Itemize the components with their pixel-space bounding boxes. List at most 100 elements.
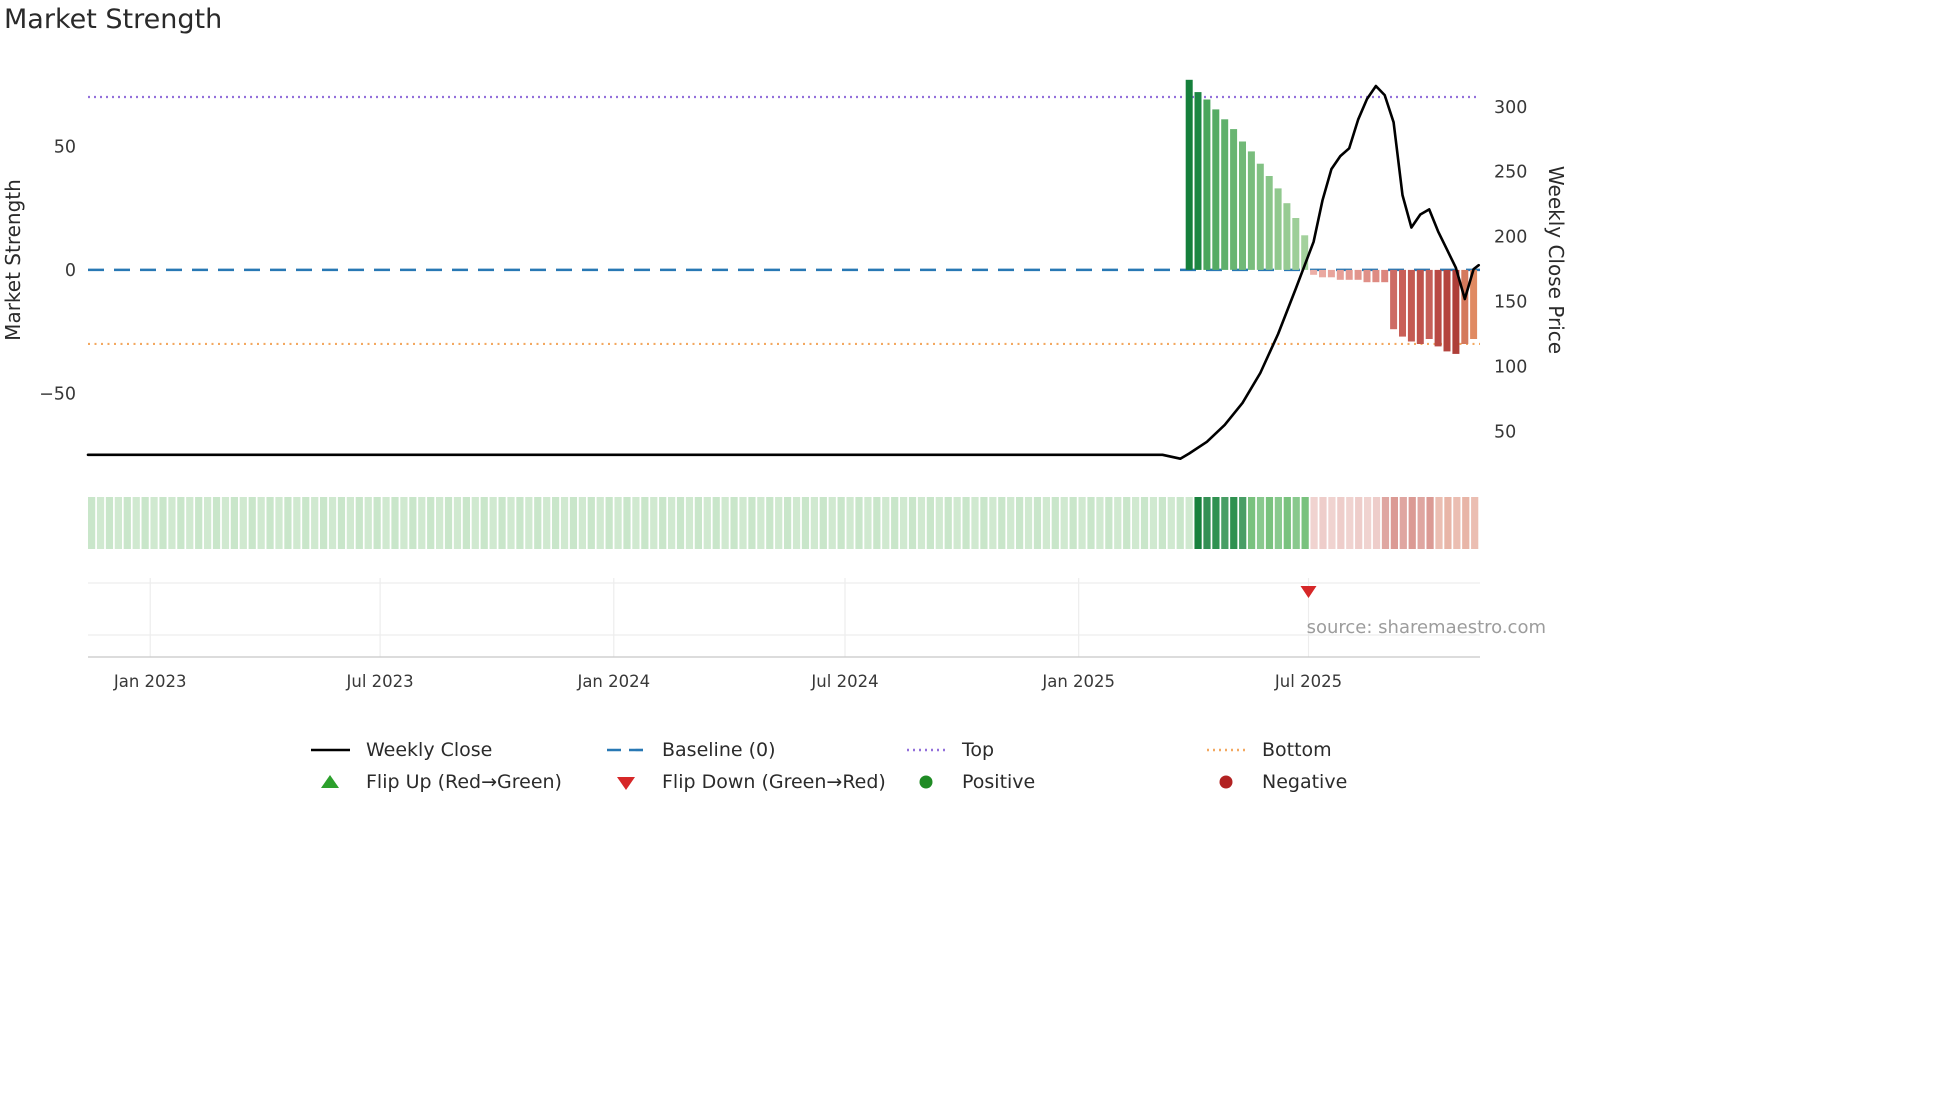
regime-cell (507, 497, 515, 549)
source-credit: source: sharemaestro.com (1307, 617, 1546, 638)
strength-bar (1434, 269, 1442, 347)
regime-cell (784, 497, 792, 549)
regime-cell (1176, 497, 1184, 549)
regime-cell (998, 497, 1006, 549)
regime-cell (1274, 497, 1282, 549)
regime-cell (614, 497, 622, 549)
regime-cell (204, 497, 212, 549)
regime-cell (1051, 497, 1059, 549)
regime-cell (1203, 497, 1211, 549)
regime-cell (159, 497, 167, 549)
regime-cell (846, 497, 854, 549)
regime-cell (1060, 497, 1068, 549)
left-tick-label: 0 (65, 261, 76, 281)
regime-cell (436, 497, 444, 549)
legend-item: Flip Down (Green→Red) (604, 768, 904, 796)
regime-cell (498, 497, 506, 549)
x-tick-label: Jan 2024 (576, 672, 650, 691)
legend-label: Flip Up (Red→Green) (366, 771, 562, 793)
regime-cell (855, 497, 863, 549)
regime-cell (1453, 497, 1461, 549)
right-tick-label: 250 (1494, 163, 1527, 183)
legend-item: Weekly Close (308, 736, 604, 764)
regime-cell (311, 497, 319, 549)
chart-canvas: 50 0 −50 300 250 200 150 100 50 Market Strength We… (1, 79, 1568, 691)
regime-cell (1408, 497, 1416, 549)
regime-cell (489, 497, 497, 549)
regime-cell (284, 497, 292, 549)
x-tick-label: Jul 2025 (1274, 672, 1342, 691)
regime-cell (212, 497, 221, 549)
strength-bar (1363, 269, 1371, 283)
regime-cell (775, 497, 783, 549)
regime-cell (632, 497, 640, 549)
regime-cell (1310, 497, 1318, 549)
strength-bar (1372, 269, 1380, 283)
regime-cell (1355, 497, 1363, 549)
strength-bar (1283, 203, 1291, 270)
regime-cell (105, 497, 114, 549)
strength-bar (1212, 109, 1220, 270)
strength-bar (1221, 119, 1229, 270)
strength-bar (1381, 269, 1389, 283)
regime-cell (882, 497, 890, 549)
strength-bar (1256, 163, 1264, 270)
regime-cell (373, 497, 381, 549)
strength-bar (1470, 269, 1478, 339)
regime-cell (766, 497, 774, 549)
legend-item: Flip Up (Red→Green) (308, 768, 604, 796)
regime-cell (409, 497, 417, 549)
regime-cell (837, 497, 845, 549)
baseline-dashed-line-icon (607, 748, 646, 752)
strength-bar (1247, 151, 1255, 270)
regime-cell (337, 497, 346, 549)
regime-cell (427, 497, 435, 549)
strength-bar (1301, 235, 1309, 270)
regime-cell (641, 497, 649, 549)
legend-item: Bottom (1204, 736, 1504, 764)
regime-cell (1248, 497, 1256, 549)
regime-cell (177, 497, 185, 549)
strength-bar (1310, 269, 1318, 275)
top-dotted-line-icon (907, 748, 946, 752)
strength-bar (1203, 99, 1211, 270)
regime-cell (1256, 497, 1265, 549)
regime-cell (1149, 497, 1158, 549)
regime-cell (792, 497, 801, 549)
right-tick-label: 300 (1494, 98, 1527, 118)
legend-item: Baseline (0) (604, 736, 904, 764)
strength-bar (1425, 269, 1433, 339)
regime-cell (221, 497, 230, 549)
regime-cell (1417, 497, 1425, 549)
strength-bar (1336, 269, 1344, 280)
regime-cell (1239, 497, 1247, 549)
chart-title: Market Strength (4, 4, 223, 35)
regime-cell (1185, 497, 1193, 549)
strength-bar (1327, 269, 1335, 278)
regime-cell (355, 497, 363, 549)
regime-cell (560, 497, 569, 549)
regime-cell (926, 497, 934, 549)
regime-cell (819, 497, 827, 549)
regime-cell (543, 497, 551, 549)
regime-cell (168, 497, 176, 549)
regime-cell (962, 497, 970, 549)
regime-cell (525, 497, 533, 549)
legend-item: Negative (1204, 768, 1504, 796)
right-tick-label: 150 (1494, 293, 1527, 313)
regime-cell (578, 497, 586, 549)
regime-cell (275, 497, 283, 549)
regime-cell (864, 497, 872, 549)
strength-bar (1390, 269, 1398, 330)
regime-cell (980, 497, 988, 549)
regime-cell (400, 497, 408, 549)
x-tick-label: Jul 2023 (346, 672, 414, 691)
regime-cell (1007, 497, 1015, 549)
regime-cell (1140, 497, 1149, 549)
regime-cell (944, 497, 952, 549)
regime-cell (1212, 497, 1220, 549)
regime-cell (552, 497, 560, 549)
regime-cell (739, 497, 747, 549)
flip-down-marker (1300, 586, 1317, 598)
